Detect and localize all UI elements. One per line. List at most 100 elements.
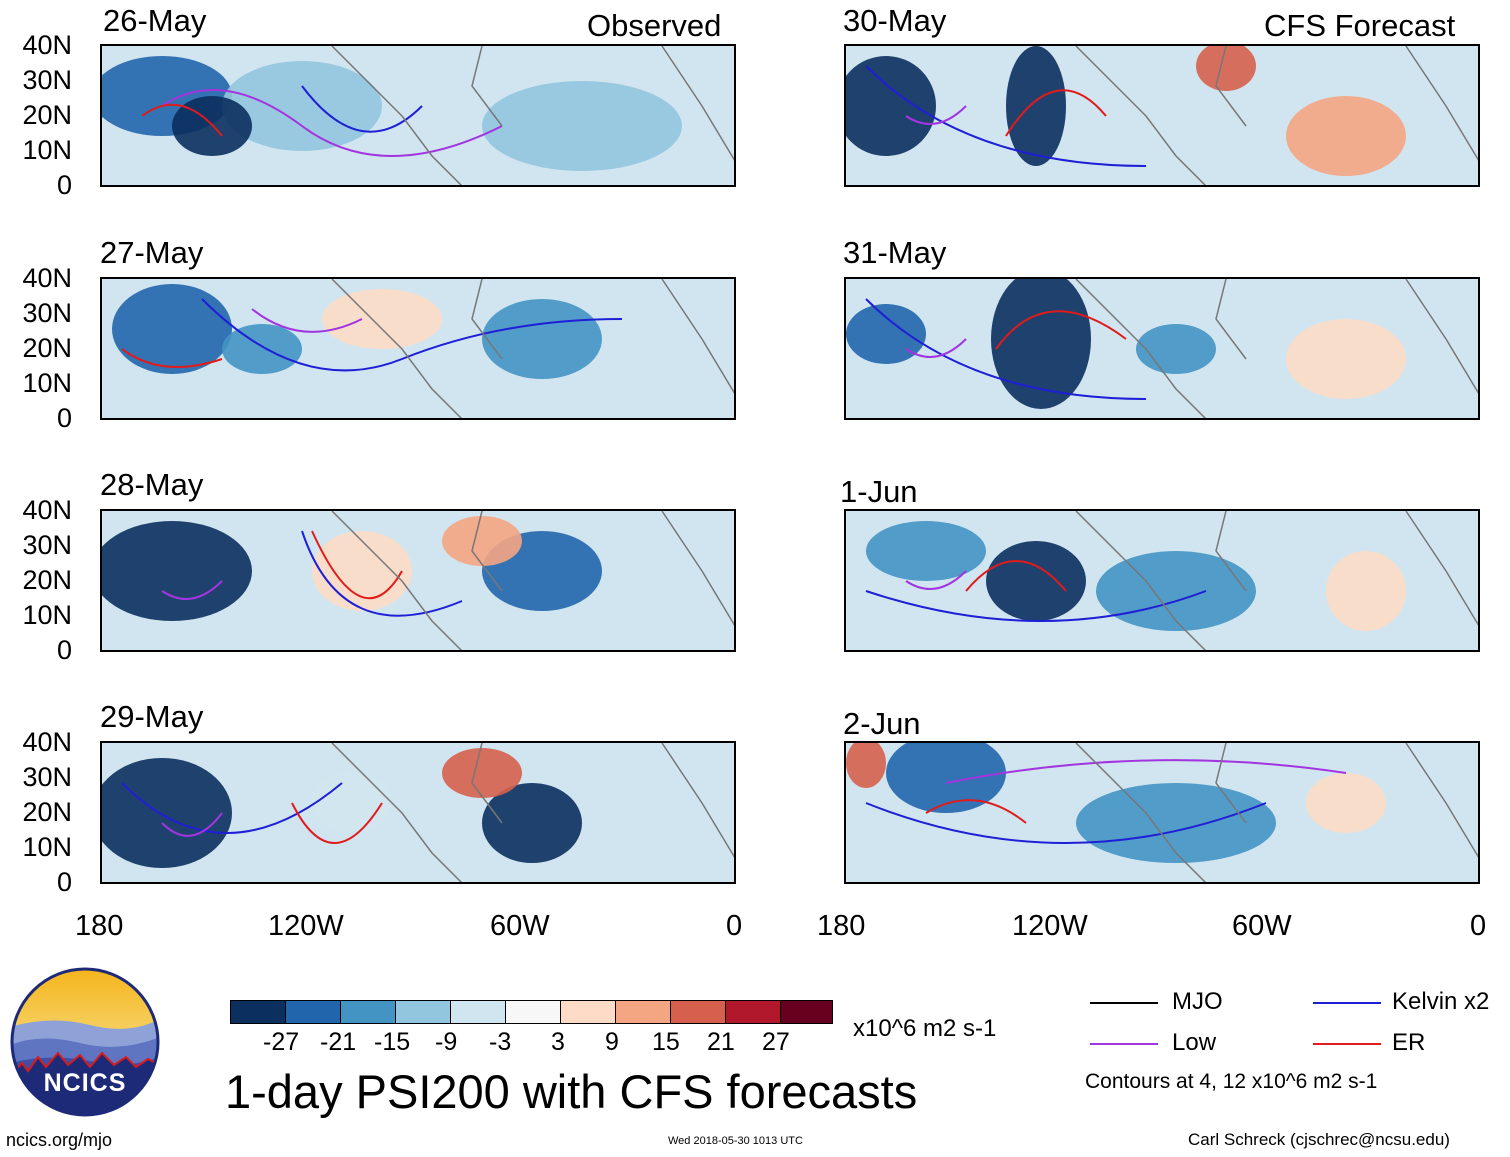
- legend-label-kelvin: Kelvin x2: [1392, 988, 1490, 1015]
- colorbar-box: [505, 1000, 561, 1024]
- lon-tick-label: 180: [75, 910, 124, 942]
- psi-anomaly-blob: [846, 304, 926, 364]
- lat-tick-label: 0: [56, 170, 72, 200]
- psi-anomaly-blob: [442, 748, 522, 798]
- psi-anomaly-blob: [312, 773, 392, 833]
- filter-contour: [865, 65, 1147, 167]
- lon-tick-label: 180: [817, 910, 866, 942]
- map-panel-observed-3: [100, 509, 736, 652]
- lat-tick-label: 30N: [22, 65, 72, 95]
- lon-tick-label: 60W: [1232, 910, 1292, 942]
- psi-anomaly-blob: [1196, 46, 1256, 91]
- colorbar-label: -21: [320, 1028, 357, 1056]
- date-label: 29-May: [100, 699, 204, 734]
- lat-tick-label: 20N: [22, 565, 72, 595]
- colorbar-label: -27: [263, 1028, 300, 1056]
- filter-contour: [311, 530, 403, 600]
- lat-tick-label: 40N: [22, 30, 72, 60]
- date-label: 26-May: [103, 3, 207, 38]
- psi-anomaly-blob: [222, 61, 382, 151]
- lat-tick-label: 0: [56, 403, 72, 433]
- lat-tick-label: 30N: [22, 762, 72, 792]
- psi-anomaly-blob: [312, 531, 412, 611]
- date-label: 2-Jun: [843, 706, 921, 741]
- legend-line-kelvin: [1313, 1002, 1381, 1004]
- lon-tick-label: 120W: [268, 910, 344, 942]
- colorbar-label: 15: [652, 1028, 680, 1056]
- colorbar-box: [450, 1000, 506, 1024]
- coastline: [1075, 279, 1478, 418]
- main-title: 1-day PSI200 with CFS forecasts: [225, 1065, 918, 1118]
- colorbar-box: [395, 1000, 451, 1024]
- colorbar-label: 21: [707, 1028, 735, 1056]
- legend-label-er: ER: [1392, 1029, 1426, 1056]
- date-label: 28-May: [100, 467, 204, 502]
- psi-anomaly-blob: [1096, 551, 1256, 631]
- coastline: [1075, 46, 1478, 185]
- lat-tick-label: 0: [56, 867, 72, 897]
- lat-tick-label: 20N: [22, 797, 72, 827]
- colorbar-box: [780, 1000, 833, 1024]
- filter-contour: [905, 338, 967, 358]
- filter-contour: [201, 298, 623, 372]
- psi-anomaly-blob: [222, 324, 302, 374]
- psi-anomaly-blob: [322, 289, 442, 349]
- psi-anomaly-blob: [846, 743, 886, 788]
- map-panel-forecast-1: [844, 44, 1480, 187]
- filter-contour: [995, 310, 1127, 350]
- filter-contour: [251, 308, 363, 333]
- date-label: 27-May: [100, 235, 204, 270]
- filter-contour: [121, 348, 223, 368]
- lat-tick-label: 40N: [22, 263, 72, 293]
- filter-contour: [121, 782, 343, 834]
- date-label: 31-May: [843, 235, 947, 270]
- legend-line-mjo: [1090, 1002, 1158, 1004]
- psi-anomaly-blob: [846, 56, 936, 156]
- lat-tick-label: 30N: [22, 530, 72, 560]
- psi-anomaly-blob: [1286, 319, 1406, 399]
- psi-anomaly-blob: [1006, 46, 1066, 166]
- filter-contour: [161, 812, 223, 837]
- colorbar-box: [670, 1000, 726, 1024]
- filter-contour: [291, 802, 383, 844]
- lon-tick-label: 120W: [1012, 910, 1088, 942]
- colorbar-label: -9: [435, 1028, 458, 1056]
- site-link[interactable]: ncics.org/mjo: [6, 1130, 113, 1150]
- coastline: [331, 279, 734, 418]
- colorbar-box: [560, 1000, 616, 1024]
- lat-tick-label: 20N: [22, 100, 72, 130]
- psi-anomaly-blob: [102, 758, 232, 868]
- legend-label-low: Low: [1172, 1029, 1217, 1056]
- legend-line-low: [1090, 1043, 1158, 1045]
- psi-anomaly-blob: [1326, 551, 1406, 631]
- lon-tick-label: 0: [726, 910, 743, 942]
- filter-contour: [925, 799, 1027, 824]
- filter-contour: [301, 530, 463, 617]
- filter-contour: [141, 103, 223, 137]
- colorbar-label: 27: [762, 1028, 790, 1056]
- lat-tick-label: 40N: [22, 727, 72, 757]
- lon-tick-label: 60W: [490, 910, 550, 942]
- filter-contour: [301, 85, 423, 133]
- map-panel-forecast-3: [844, 509, 1480, 652]
- colorbar-box: [340, 1000, 396, 1024]
- contours-note: Contours at 4, 12 x10^6 m2 s-1: [1085, 1070, 1378, 1093]
- map-panel-observed-4: [100, 741, 736, 884]
- psi-anomaly-blob: [102, 521, 252, 621]
- map-panel-observed-2: [100, 277, 736, 420]
- lat-tick-label: 0: [56, 635, 72, 665]
- colorbar-box: [230, 1000, 286, 1024]
- legend-line-er: [1313, 1043, 1381, 1045]
- filter-contour: [965, 560, 1067, 592]
- colorbar-label: 9: [605, 1028, 619, 1056]
- psi-anomaly-blob: [866, 521, 986, 581]
- filter-contour: [945, 759, 1347, 784]
- psi-anomaly-blob: [482, 783, 582, 863]
- filter-contour: [865, 298, 1147, 400]
- author-credit: Carl Schreck (cjschrec@ncsu.edu): [1188, 1130, 1450, 1149]
- lat-tick-label: 10N: [22, 600, 72, 630]
- filter-contour: [905, 105, 967, 125]
- date-label: 30-May: [843, 3, 947, 38]
- coastline: [1075, 743, 1478, 882]
- lat-tick-label: 40N: [22, 495, 72, 525]
